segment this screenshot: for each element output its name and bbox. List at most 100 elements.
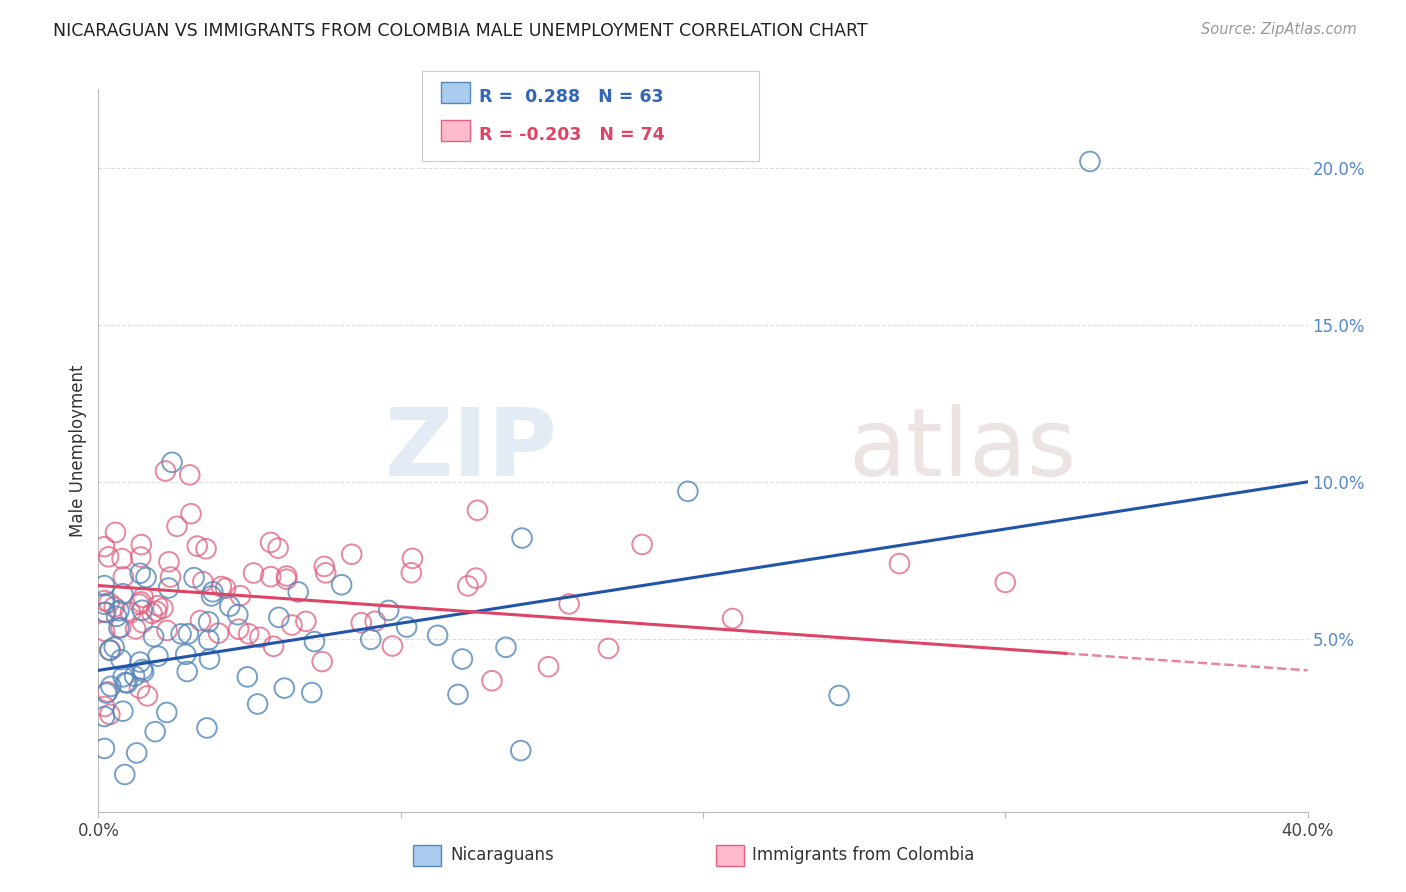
Point	[311, 655, 333, 669]
Point	[676, 484, 699, 499]
Point	[183, 571, 205, 585]
Point	[179, 467, 201, 482]
Point	[141, 607, 163, 621]
Point	[112, 570, 135, 584]
Point	[96, 685, 118, 699]
Point	[350, 615, 373, 630]
Point	[98, 707, 121, 722]
Point	[994, 575, 1017, 590]
Point	[166, 519, 188, 533]
Point	[93, 709, 115, 723]
Point	[267, 610, 290, 624]
Point	[330, 578, 353, 592]
Point	[246, 697, 269, 711]
Point	[117, 676, 139, 690]
Point	[259, 535, 281, 549]
Point	[129, 595, 152, 609]
Point	[828, 689, 851, 703]
Point	[108, 621, 131, 635]
Point	[111, 587, 134, 601]
Point	[401, 551, 423, 566]
Point	[721, 611, 744, 625]
Point	[110, 652, 132, 666]
Point	[197, 615, 219, 629]
Point	[201, 584, 224, 599]
Point	[156, 624, 179, 638]
Point	[129, 550, 152, 565]
Point	[537, 659, 560, 673]
Point	[214, 581, 236, 595]
Point	[128, 681, 150, 695]
Point	[451, 652, 474, 666]
Point	[136, 689, 159, 703]
Point	[104, 525, 127, 540]
Point	[156, 706, 179, 720]
Point	[93, 624, 115, 639]
Point	[301, 685, 323, 699]
Point	[198, 652, 221, 666]
Point	[96, 686, 118, 700]
Point	[481, 673, 503, 688]
Point	[195, 541, 218, 556]
Point	[111, 551, 134, 566]
Point	[889, 557, 911, 571]
Text: NICARAGUAN VS IMMIGRANTS FROM COLOMBIA MALE UNEMPLOYMENT CORRELATION CHART: NICARAGUAN VS IMMIGRANTS FROM COLOMBIA M…	[53, 22, 868, 40]
Point	[360, 632, 382, 647]
Point	[238, 627, 260, 641]
Point	[242, 566, 264, 580]
Point	[143, 724, 166, 739]
Point	[129, 538, 152, 552]
Point	[176, 665, 198, 679]
Point	[125, 746, 148, 760]
Point	[103, 640, 125, 655]
Point	[108, 604, 131, 618]
Point	[190, 614, 212, 628]
Point	[377, 603, 399, 617]
Point	[157, 581, 180, 595]
Point	[457, 579, 479, 593]
Point	[131, 663, 153, 677]
Point	[340, 547, 363, 561]
Point	[249, 630, 271, 644]
Point	[177, 626, 200, 640]
Point	[97, 549, 120, 564]
Point	[276, 572, 298, 586]
Point	[273, 681, 295, 695]
Point	[465, 571, 488, 585]
Point	[98, 596, 121, 610]
Point	[200, 589, 222, 603]
Point	[105, 609, 128, 624]
Point	[207, 626, 229, 640]
Point	[218, 599, 240, 614]
Point	[98, 643, 121, 657]
Point	[146, 599, 169, 613]
Point	[1078, 154, 1101, 169]
Point	[260, 569, 283, 583]
Text: Nicaraguans: Nicaraguans	[450, 847, 554, 864]
Point	[132, 591, 155, 605]
Point	[152, 601, 174, 615]
Text: ZIP: ZIP	[385, 404, 558, 497]
Point	[170, 627, 193, 641]
Point	[114, 767, 136, 781]
Point	[93, 597, 115, 611]
Point	[509, 743, 531, 757]
Point	[93, 540, 115, 554]
Point	[209, 580, 232, 594]
Point	[132, 665, 155, 679]
Point	[381, 639, 404, 653]
Point	[135, 570, 157, 584]
Point	[263, 640, 285, 654]
Point	[467, 503, 489, 517]
Point	[157, 555, 180, 569]
Point	[145, 604, 167, 618]
Point	[229, 589, 252, 603]
Point	[195, 721, 218, 735]
Point	[198, 632, 221, 647]
Point	[100, 679, 122, 693]
Text: Source: ZipAtlas.com: Source: ZipAtlas.com	[1201, 22, 1357, 37]
Point	[129, 566, 152, 581]
Point	[128, 597, 150, 611]
Point	[228, 622, 250, 636]
Point	[226, 607, 249, 622]
